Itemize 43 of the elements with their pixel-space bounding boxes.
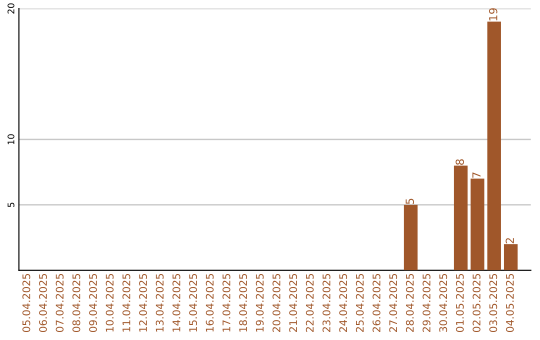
x-tick-label: 13.04.2025 [156,274,164,332]
x-tick-label: 07.04.2025 [56,274,64,332]
x-tick-label: 03.05.2025 [489,274,498,332]
data-label: 7 [472,172,481,178]
bar [470,178,484,270]
x-tick-label: 21.04.2025 [289,274,298,332]
data-label: 19 [488,8,498,20]
x-tick-label: 28.04.2025 [406,274,414,332]
x-tick-label: 24.04.2025 [339,274,348,332]
y-tick-label: 5 [8,202,14,208]
x-tick-label: 11.04.2025 [122,274,130,332]
x-tick-label: 20.04.2025 [272,274,280,332]
x-tick-label: 12.04.2025 [139,274,147,332]
data-label: 5 [406,198,414,204]
x-tick-label: 10.04.2025 [106,274,114,332]
bar [454,166,468,270]
y-tick-label: 10 [8,134,14,144]
x-tick-label: 29.04.2025 [422,274,430,332]
x-tick-label: 04.05.2025 [506,274,514,332]
x-tick-label: 17.04.2025 [222,274,230,332]
data-label: 8 [456,159,464,165]
x-tick-label: 22.04.2025 [306,274,314,332]
x-tick-label: 02.05.2025 [472,274,480,332]
x-tick-label: 25.04.2025 [356,274,364,332]
x-tick-label: 16.04.2025 [206,274,214,332]
x-tick-label: 30.04.2025 [439,274,448,332]
x-tick-label: 01.05.2025 [456,274,464,332]
bar [504,244,518,270]
x-tick-label: 18.04.2025 [239,274,248,332]
x-tick-label: 09.04.2025 [89,274,97,332]
bar [404,204,418,270]
y-tick-label: 20 [8,3,14,14]
x-tick-label: 05.04.2025 [22,274,30,332]
bar [487,22,501,270]
data-label: 2 [506,238,514,244]
x-tick-label: 15.04.2025 [189,274,198,332]
x-tick-label: 27.04.2025 [389,274,398,332]
x-tick-label: 23.04.2025 [322,274,330,332]
x-tick-label: 08.04.2025 [72,274,80,332]
x-tick-label: 19.04.2025 [256,274,264,332]
x-tick-label: 14.04.2025 [172,274,180,332]
x-tick-label: 26.04.2025 [372,274,380,332]
x-tick-label: 06.04.2025 [39,274,47,332]
